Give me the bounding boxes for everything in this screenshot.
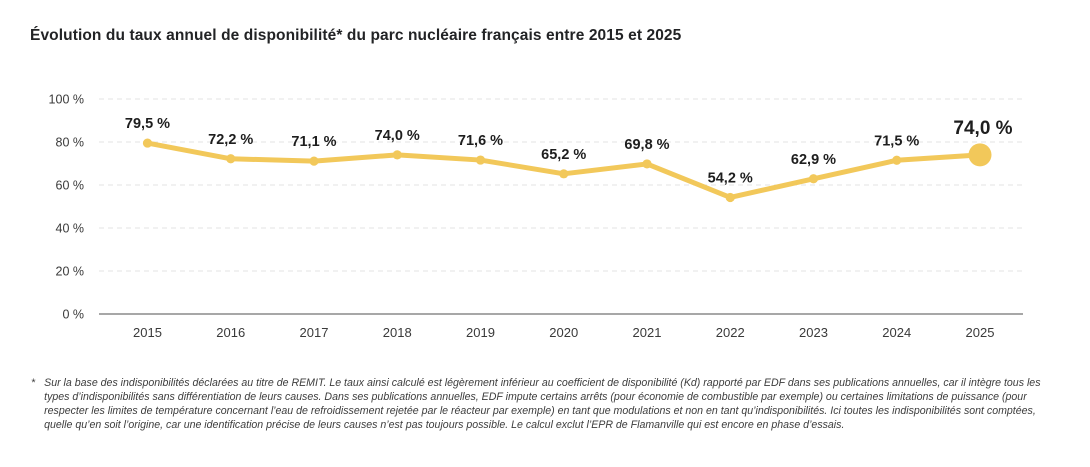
availability-line-chart: 0 % 20 % 40 % 60 % 80 % 100 % 2015 2016 2017 2018… bbox=[49, 93, 1023, 340]
data-point-label: 71,5 % bbox=[874, 133, 919, 149]
y-tick-label: 60 % bbox=[56, 179, 85, 193]
data-point bbox=[808, 174, 819, 184]
data-point bbox=[309, 156, 319, 166]
footnote: * Sur la base des indisponibilités décla… bbox=[31, 377, 1061, 433]
data-point-label: 71,6 % bbox=[458, 133, 503, 149]
data-point bbox=[392, 150, 402, 160]
data-point bbox=[725, 192, 735, 203]
y-tick-label: 20 % bbox=[56, 265, 85, 279]
data-point-label: 74,0 % bbox=[375, 128, 420, 144]
data-point-label: 62,9 % bbox=[791, 152, 836, 168]
x-tick-label: 2023 bbox=[799, 325, 828, 340]
x-tick-label: 2021 bbox=[633, 325, 662, 340]
y-tick-label: 40 % bbox=[56, 222, 85, 236]
data-point-label: 74,0 % bbox=[953, 118, 1012, 139]
footnote-asterisk: * bbox=[31, 377, 36, 389]
y-tick-label: 80 % bbox=[56, 136, 85, 150]
x-tick-label: 2022 bbox=[716, 325, 745, 340]
data-point-label: 71,1 % bbox=[291, 134, 336, 150]
x-tick-label: 2024 bbox=[882, 325, 911, 340]
x-tick-label: 2025 bbox=[966, 325, 995, 340]
data-point bbox=[642, 159, 652, 169]
data-point bbox=[559, 169, 569, 179]
y-tick-label: 0 % bbox=[62, 308, 84, 322]
data-point bbox=[475, 155, 486, 165]
data-point bbox=[892, 155, 902, 165]
footnote-text: Sur la base des indisponibilités déclaré… bbox=[44, 377, 1041, 431]
x-tick-label: 2020 bbox=[549, 325, 578, 340]
data-point-label: 79,5 % bbox=[125, 116, 170, 132]
data-point-label: 69,8 % bbox=[624, 137, 669, 153]
data-point bbox=[226, 154, 236, 164]
x-tick-label: 2017 bbox=[300, 325, 329, 340]
y-tick-label: 100 % bbox=[49, 93, 84, 107]
x-tick-label: 2015 bbox=[133, 325, 162, 340]
x-tick-label: 2019 bbox=[466, 325, 495, 340]
chart-title: Évolution du taux annuel de disponibilit… bbox=[30, 27, 682, 44]
x-tick-label: 2016 bbox=[216, 325, 245, 340]
data-point-label: 72,2 % bbox=[208, 132, 253, 148]
data-point-label: 54,2 % bbox=[708, 170, 753, 186]
data-point-highlight bbox=[968, 143, 992, 167]
x-tick-label: 2018 bbox=[383, 325, 412, 340]
data-point-label: 65,2 % bbox=[541, 147, 586, 163]
data-point bbox=[142, 138, 153, 148]
